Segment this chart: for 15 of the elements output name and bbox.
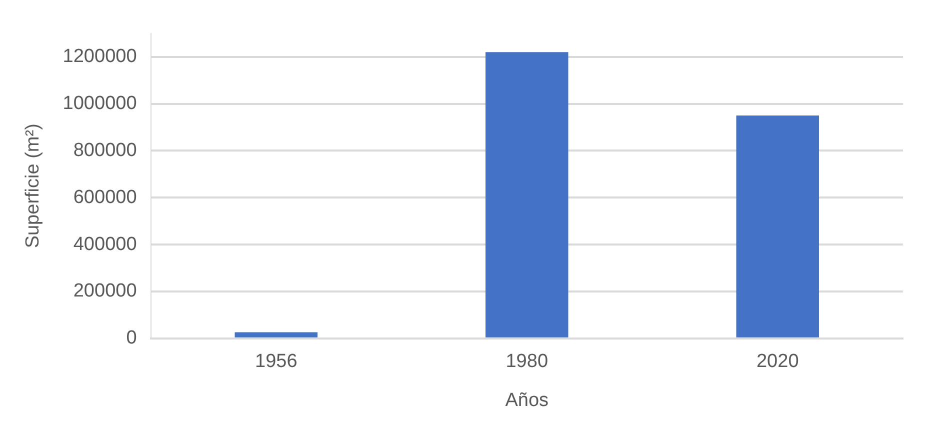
y-axis-title: Superficie (m²) <box>22 124 44 248</box>
x-tick-label: 2020 <box>756 351 799 372</box>
y-tick-label: 600000 <box>73 186 137 208</box>
y-tick-label: 200000 <box>73 280 137 302</box>
y-tick-label: 800000 <box>73 140 137 161</box>
y-tick-label: 1200000 <box>62 46 137 68</box>
bar <box>736 116 819 338</box>
bar <box>234 332 318 338</box>
bar <box>486 52 568 338</box>
y-tick-label: 1000000 <box>62 93 137 114</box>
x-tick-label: 1956 <box>255 351 298 372</box>
y-tick-label: 0 <box>126 328 137 349</box>
x-tick-label: 1980 <box>506 351 548 372</box>
x-axis-title: Años <box>505 390 549 411</box>
y-tick-label: 400000 <box>73 234 137 255</box>
